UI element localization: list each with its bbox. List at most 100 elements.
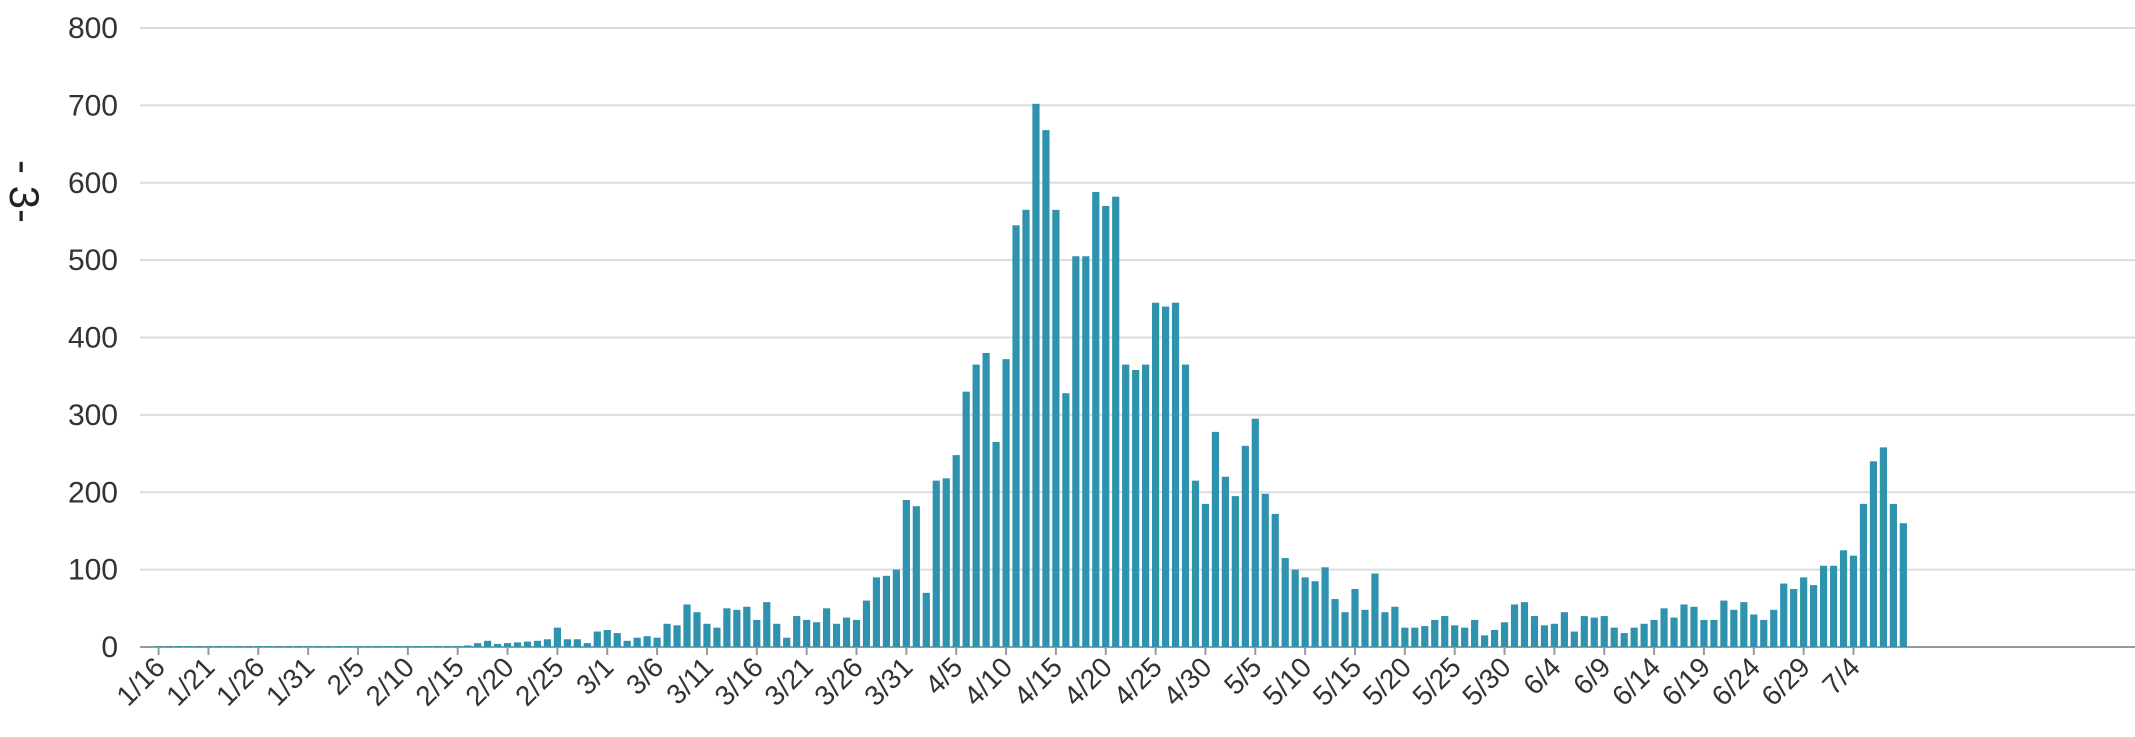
bar xyxy=(743,606,751,647)
bar xyxy=(932,480,940,647)
bar xyxy=(563,639,571,647)
bar xyxy=(334,646,342,647)
bar xyxy=(533,640,542,647)
bar xyxy=(793,616,801,647)
bar xyxy=(1112,196,1120,648)
bar xyxy=(1680,604,1688,647)
bar xyxy=(274,646,282,647)
bar xyxy=(1132,369,1140,647)
bar xyxy=(1770,609,1778,647)
x-tick-label: 5/25 xyxy=(1406,651,1466,711)
bar xyxy=(1829,565,1838,647)
bar xyxy=(454,646,462,647)
bar xyxy=(543,639,552,647)
bar xyxy=(1580,616,1588,647)
bar xyxy=(1740,602,1748,647)
bar xyxy=(1122,364,1130,647)
bar xyxy=(1361,609,1369,647)
bar xyxy=(1530,616,1539,647)
x-axis-ticks: 1/161/211/261/31 2/52/102/152/202/25 3/1 3/… xyxy=(110,647,1866,712)
y-tick-label: 600 xyxy=(68,167,118,200)
bar xyxy=(1411,627,1419,647)
bar xyxy=(1321,567,1329,647)
x-tick-label: 2/20 xyxy=(459,651,519,711)
bar xyxy=(1720,600,1728,647)
bar xyxy=(394,646,402,647)
bar xyxy=(1550,623,1558,647)
bar xyxy=(1391,606,1399,647)
bar xyxy=(653,637,661,647)
y-tick-label: 0 xyxy=(101,631,118,664)
bar xyxy=(174,646,183,647)
bar xyxy=(374,646,382,647)
bar xyxy=(1271,513,1279,647)
bar xyxy=(503,643,512,647)
bar xyxy=(414,646,422,647)
bar xyxy=(703,623,711,647)
x-tick-label: 3/26 xyxy=(808,651,868,711)
x-tick-label: 3/21 xyxy=(758,651,818,711)
bar xyxy=(922,592,930,647)
bar xyxy=(1102,205,1110,647)
bar xyxy=(194,646,203,647)
bar xyxy=(1660,608,1668,647)
bar xyxy=(1520,602,1529,647)
bar xyxy=(1381,612,1389,647)
bar xyxy=(1730,609,1738,647)
bar xyxy=(1002,359,1010,647)
bar xyxy=(902,499,910,647)
bar xyxy=(683,604,691,647)
bar xyxy=(1869,461,1878,647)
bar xyxy=(155,646,163,647)
bar xyxy=(723,608,731,647)
bar xyxy=(1291,569,1299,647)
bar xyxy=(1211,431,1220,647)
bar xyxy=(892,569,900,647)
bar xyxy=(803,619,811,647)
bar xyxy=(1201,503,1210,647)
x-tick-label: 1/21 xyxy=(160,651,220,711)
x-tick-label: 2/10 xyxy=(360,651,420,711)
bar xyxy=(1441,616,1449,647)
bar xyxy=(354,646,362,647)
bar xyxy=(1849,555,1858,647)
bar xyxy=(1461,627,1469,647)
bar xyxy=(1251,418,1259,647)
x-tick-label: 4/20 xyxy=(1058,651,1118,711)
bar xyxy=(1710,619,1718,647)
bar xyxy=(1062,393,1070,647)
bar xyxy=(184,646,193,647)
x-tick-label: 5/30 xyxy=(1456,651,1516,711)
y-tick-label: 200 xyxy=(68,476,118,509)
bar xyxy=(1082,256,1090,647)
bar xyxy=(1640,623,1648,647)
bar xyxy=(224,646,232,647)
bar xyxy=(1899,523,1907,647)
bar xyxy=(1241,445,1249,647)
bar xyxy=(304,646,312,647)
x-tick-label: 1/26 xyxy=(210,651,270,711)
bar xyxy=(1819,565,1828,647)
bar xyxy=(384,646,392,647)
bar xyxy=(912,506,920,647)
x-tick-label: 4/15 xyxy=(1008,651,1068,711)
x-tick-label: 3/11 xyxy=(660,651,719,710)
bar xyxy=(1490,629,1499,647)
bar xyxy=(404,646,412,647)
bar xyxy=(1790,588,1798,647)
bar xyxy=(1221,476,1229,647)
page-marker: - 3- xyxy=(1,160,48,223)
bar xyxy=(1281,558,1289,647)
bar xyxy=(673,625,681,647)
bar xyxy=(314,646,322,647)
x-tick-label: 1/31 xyxy=(260,651,320,711)
bar xyxy=(1859,503,1868,647)
bar xyxy=(763,602,771,647)
bar xyxy=(294,646,302,647)
y-tick-label: 400 xyxy=(68,322,118,355)
bar xyxy=(1171,302,1180,647)
bar xyxy=(434,646,442,647)
bar xyxy=(573,639,581,647)
bar xyxy=(1810,585,1818,647)
